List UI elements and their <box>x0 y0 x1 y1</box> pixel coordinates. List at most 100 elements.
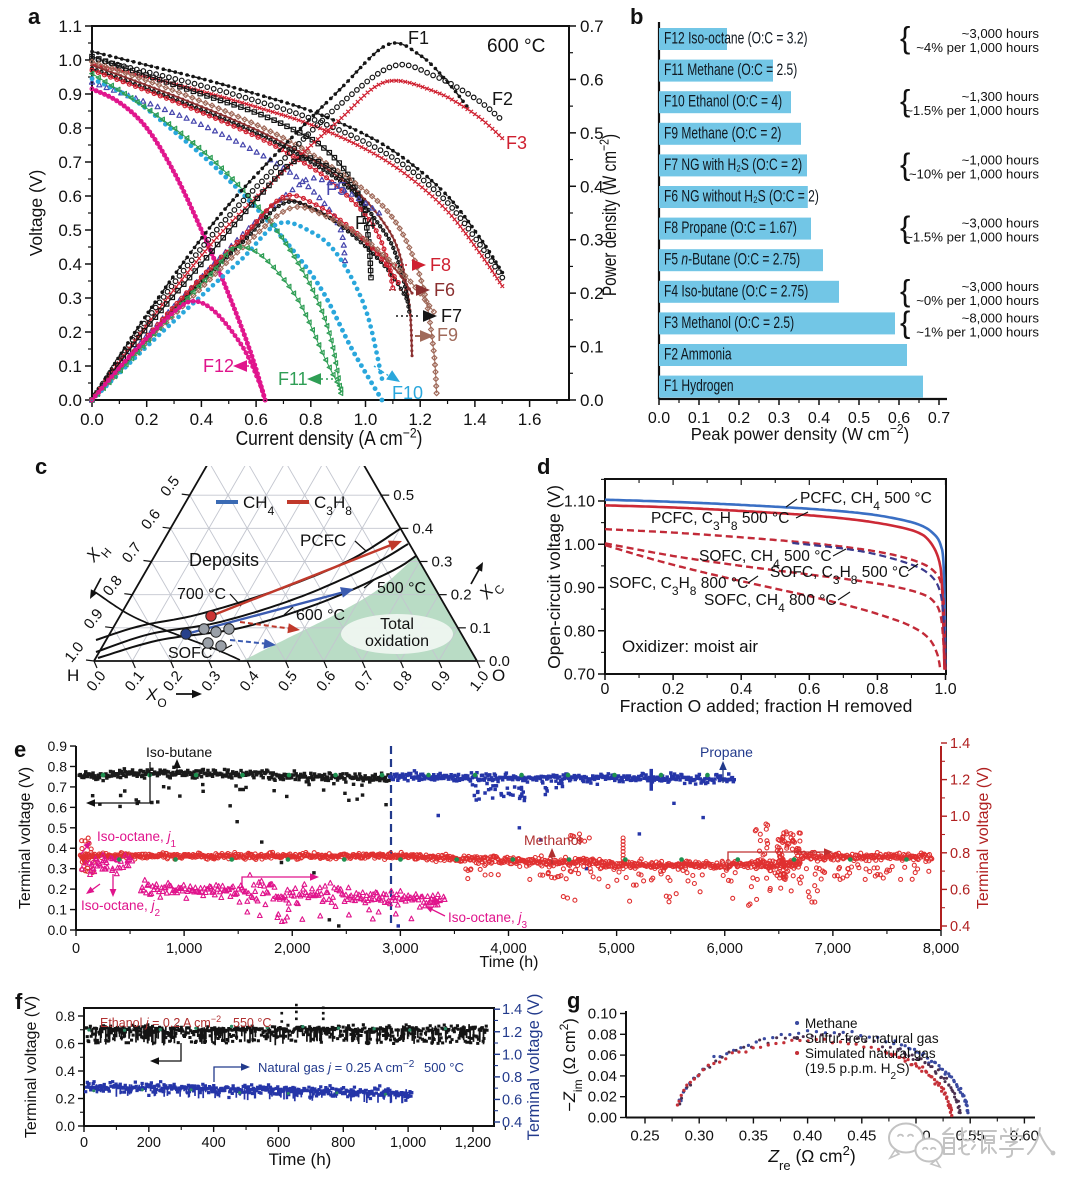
svg-text:~4% per 1,000 hours: ~4% per 1,000 hours <box>916 40 1039 55</box>
svg-text:{: { <box>900 273 910 308</box>
svg-text:a: a <box>28 4 41 29</box>
svg-text:0.4: 0.4 <box>412 520 433 537</box>
svg-text:F11: F11 <box>278 369 308 389</box>
svg-text:F3: F3 <box>506 133 527 153</box>
svg-text:0.7: 0.7 <box>48 779 68 795</box>
svg-text:8,000: 8,000 <box>923 941 959 957</box>
svg-text:F1 Hydrogen: F1 Hydrogen <box>664 377 734 395</box>
svg-text:0.4: 0.4 <box>808 410 830 427</box>
svg-text:0.2: 0.2 <box>580 284 604 303</box>
svg-text:1.0: 1.0 <box>58 51 82 70</box>
svg-text:Time (h): Time (h) <box>269 1150 332 1169</box>
svg-text:Voltage (V): Voltage (V) <box>26 170 46 257</box>
svg-text:0.4: 0.4 <box>48 840 68 856</box>
svg-text:0.6: 0.6 <box>48 799 68 815</box>
svg-text:Terminal voltage (V): Terminal voltage (V) <box>23 996 40 1138</box>
svg-text:F6: F6 <box>434 280 455 300</box>
svg-text:Terminal voltage (V): Terminal voltage (V) <box>525 994 543 1141</box>
svg-text:1,200: 1,200 <box>455 1135 491 1151</box>
svg-text:PCFC: PCFC <box>300 531 346 550</box>
svg-text:d: d <box>537 454 550 479</box>
svg-text:F10 Ethanol (O:C = 4): F10 Ethanol (O:C = 4) <box>664 93 782 111</box>
svg-text:600 °C: 600 °C <box>296 607 345 624</box>
svg-text:1.4: 1.4 <box>950 736 970 752</box>
svg-text:500 °C: 500 °C <box>424 1060 464 1075</box>
svg-text:0.8: 0.8 <box>950 846 970 862</box>
svg-text:0.40: 0.40 <box>793 1128 822 1145</box>
svg-text:0.8: 0.8 <box>58 119 82 138</box>
svg-text:0.45: 0.45 <box>847 1128 876 1145</box>
svg-text:~3,000 hours: ~3,000 hours <box>962 216 1040 231</box>
svg-text:0.2: 0.2 <box>728 410 750 427</box>
svg-text:F9: F9 <box>437 325 458 345</box>
svg-text:0.5: 0.5 <box>393 487 414 504</box>
svg-text:1.00: 1.00 <box>564 537 595 554</box>
svg-text:550 °C: 550 °C <box>233 1016 271 1030</box>
svg-text:0.5: 0.5 <box>580 124 604 143</box>
svg-text:0.9: 0.9 <box>58 85 82 104</box>
svg-text:5,000: 5,000 <box>598 941 634 957</box>
svg-text:Current density (A cm−2): Current density (A cm−2) <box>236 424 423 449</box>
svg-text:0.0: 0.0 <box>80 410 104 429</box>
svg-text:F7 NG with H₂S (O:C = 2): F7 NG with H₂S (O:C = 2) <box>664 156 802 174</box>
svg-text:1.4: 1.4 <box>463 410 487 429</box>
svg-text:1.0: 1.0 <box>934 681 956 698</box>
svg-text:0.0: 0.0 <box>48 922 68 938</box>
svg-text:0.8: 0.8 <box>299 410 323 429</box>
svg-text:~1% per 1,000 hours: ~1% per 1,000 hours <box>916 324 1039 339</box>
svg-text:H: H <box>67 666 79 685</box>
svg-text:0.8: 0.8 <box>56 1008 76 1024</box>
svg-text:0.4: 0.4 <box>580 177 604 196</box>
svg-text:400: 400 <box>202 1135 226 1151</box>
svg-text:F4: F4 <box>355 213 376 233</box>
svg-text:Total: Total <box>380 616 414 633</box>
svg-text:g: g <box>567 988 580 1013</box>
svg-text:0.35: 0.35 <box>739 1128 768 1145</box>
svg-text:Natural gas j = 0.25 A cm−2: Natural gas j = 0.25 A cm−2 <box>258 1059 415 1076</box>
svg-text:0: 0 <box>72 941 80 957</box>
svg-text:Methane: Methane <box>805 1016 858 1031</box>
svg-text:0.7: 0.7 <box>580 17 604 36</box>
svg-text:F6 NG without H₂S (O:C = 2): F6 NG without H₂S (O:C = 2) <box>664 188 819 206</box>
svg-text:F9 Methane (O:C = 2): F9 Methane (O:C = 2) <box>664 125 781 143</box>
svg-text:0.1: 0.1 <box>580 338 604 357</box>
svg-text:0.04: 0.04 <box>588 1068 617 1085</box>
svg-text:Terminal voltage (V): Terminal voltage (V) <box>975 767 992 909</box>
svg-text:0.80: 0.80 <box>564 623 595 640</box>
svg-text:{: { <box>900 210 910 245</box>
svg-text:oxidation: oxidation <box>365 633 429 650</box>
svg-text:1.0: 1.0 <box>354 410 378 429</box>
svg-text:0.4: 0.4 <box>190 410 214 429</box>
svg-text:0.10: 0.10 <box>588 1006 617 1023</box>
svg-text:1.0: 1.0 <box>950 809 970 825</box>
svg-text:Fraction O added; fraction H r: Fraction O added; fraction H removed <box>620 696 913 716</box>
svg-text:0.0: 0.0 <box>648 410 670 427</box>
svg-text:0.6: 0.6 <box>58 187 82 206</box>
svg-text:0.1: 0.1 <box>58 357 82 376</box>
svg-text:0.4: 0.4 <box>58 255 82 274</box>
svg-text:1.1: 1.1 <box>58 17 82 36</box>
svg-text:Terminal voltage (V): Terminal voltage (V) <box>17 767 34 909</box>
svg-text:~1.5% per 1,000 hours: ~1.5% per 1,000 hours <box>905 103 1039 118</box>
svg-text:~1,000 hours: ~1,000 hours <box>962 152 1040 167</box>
svg-text:Iso-butane: Iso-butane <box>146 744 212 760</box>
svg-text:0.1: 0.1 <box>470 620 491 637</box>
svg-text:F3 Methanol (O:C = 2.5): F3 Methanol (O:C = 2.5) <box>664 314 794 332</box>
svg-text:0.5: 0.5 <box>58 221 82 240</box>
svg-text:~3,000 hours: ~3,000 hours <box>962 26 1040 41</box>
svg-text:0.2: 0.2 <box>58 323 82 342</box>
svg-text:0.8: 0.8 <box>502 1070 522 1086</box>
svg-text:0.3: 0.3 <box>432 553 453 570</box>
svg-text:0.00: 0.00 <box>588 1110 617 1127</box>
svg-text:~0% per 1,000 hours: ~0% per 1,000 hours <box>916 293 1039 308</box>
svg-text:600: 600 <box>266 1135 290 1151</box>
svg-text:{: { <box>900 20 910 55</box>
svg-text:0.2: 0.2 <box>662 681 684 698</box>
svg-text:0.0: 0.0 <box>56 1118 76 1134</box>
svg-text:0.70: 0.70 <box>564 667 595 684</box>
svg-text:0.30: 0.30 <box>685 1128 714 1145</box>
svg-text:0.90: 0.90 <box>564 580 595 597</box>
svg-text:0.6: 0.6 <box>798 681 820 698</box>
svg-text:{: { <box>900 146 910 181</box>
svg-text:1,000: 1,000 <box>166 941 202 957</box>
